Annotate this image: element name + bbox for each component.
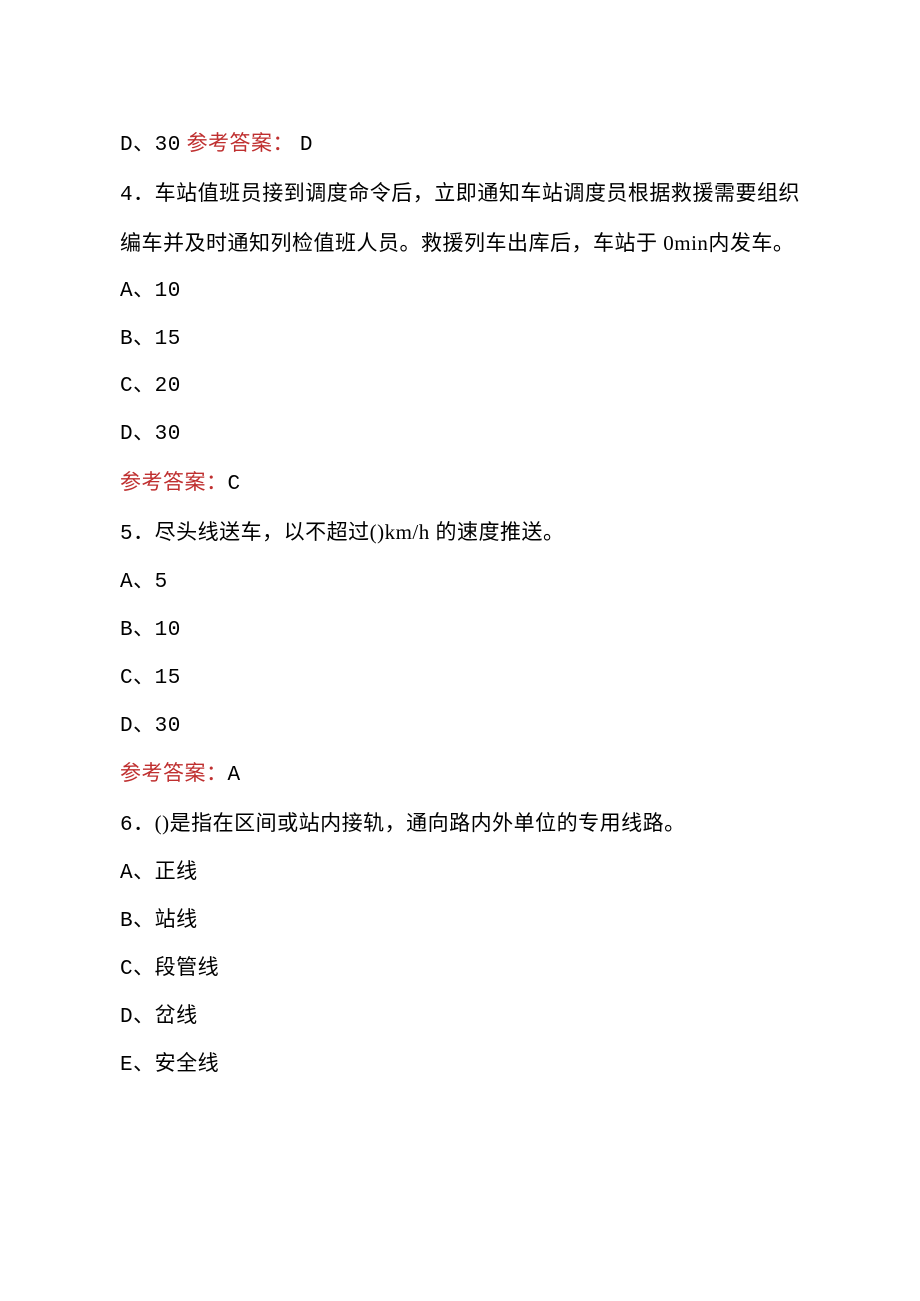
q3-answer-label: 参考答案：	[187, 131, 295, 155]
q5-option-a: A、5	[120, 559, 800, 607]
q5-answer-value: A	[228, 764, 241, 787]
q3-option-d-line: D、30 参考答案： D	[120, 120, 800, 170]
q6-option-d: D、岔线	[120, 994, 800, 1042]
q4-option-a: A、10	[120, 268, 800, 316]
q5-stem-text: ．尽头线送车，以不超过()km/h 的速度推送。	[133, 520, 564, 544]
q6-number: 6	[120, 814, 133, 837]
q4-option-d: D、30	[120, 411, 800, 459]
q3-answer-value: D	[300, 134, 313, 157]
q5-number: 5	[120, 523, 133, 546]
q4-stem-text: ．车站值班员接到调度命令后，立即通知车站调度员根据救援需要组织编车并及时通知列检…	[120, 181, 800, 255]
q6-option-a: A、正线	[120, 850, 800, 898]
q3-option-d: D、30	[120, 134, 181, 157]
q6-stem-text: ．()是指在区间或站内接轨，通向路内外单位的专用线路。	[133, 811, 685, 835]
q4-answer-label: 参考答案：	[120, 470, 228, 494]
q6-option-b: B、站线	[120, 898, 800, 946]
q4-option-c: C、20	[120, 363, 800, 411]
q5-stem: 5．尽头线送车，以不超过()km/h 的速度推送。	[120, 509, 800, 559]
q6-option-e: E、安全线	[120, 1042, 800, 1090]
q6-stem: 6．()是指在区间或站内接轨，通向路内外单位的专用线路。	[120, 800, 800, 850]
q4-number: 4	[120, 184, 133, 207]
q5-option-b: B、10	[120, 607, 800, 655]
q5-answer-line: 参考答案：A	[120, 750, 800, 800]
q6-option-c: C、段管线	[120, 946, 800, 994]
q4-option-b: B、15	[120, 316, 800, 364]
q4-answer-line: 参考答案：C	[120, 459, 800, 509]
q4-answer-value: C	[228, 473, 241, 496]
q5-option-d: D、30	[120, 703, 800, 751]
q5-answer-label: 参考答案：	[120, 761, 228, 785]
q5-option-c: C、15	[120, 655, 800, 703]
q4-stem: 4．车站值班员接到调度命令后，立即通知车站调度员根据救援需要组织编车并及时通知列…	[120, 170, 800, 268]
document-page: D、30 参考答案： D 4．车站值班员接到调度命令后，立即通知车站调度员根据救…	[0, 0, 920, 1150]
